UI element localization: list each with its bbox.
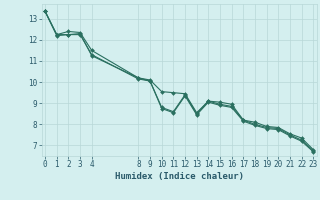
X-axis label: Humidex (Indice chaleur): Humidex (Indice chaleur) [115,172,244,181]
